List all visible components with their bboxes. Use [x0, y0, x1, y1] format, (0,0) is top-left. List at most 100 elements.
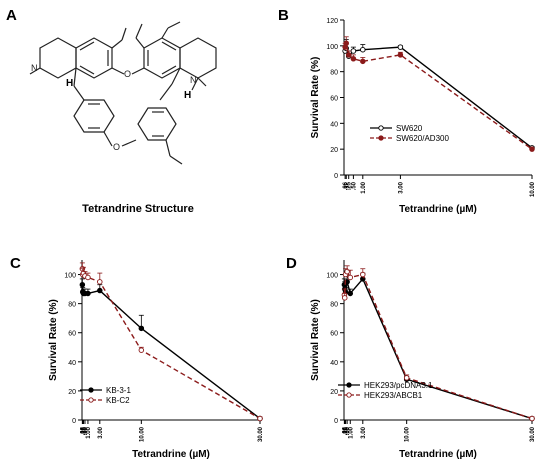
panel-a: A [6, 7, 217, 215]
x-tick-label: 1.00 [361, 181, 367, 193]
data-point [529, 146, 535, 152]
series-1 [79, 278, 263, 422]
x-tick-label: .12 [344, 181, 350, 190]
legend: KB-3-1KB-C2 [80, 386, 131, 405]
x-tick-label: 30.00 [530, 426, 536, 442]
x-tick-label: .25 [344, 426, 350, 435]
oxygen-label: O [124, 69, 131, 79]
x-tick-label: .50 [83, 426, 89, 435]
x-tick-label: .50 [345, 426, 351, 435]
data-point [343, 40, 350, 47]
chart-panel-c: 0 20 40 60 80 100 .06.12.25.501.00 3.00 10.00 30.… [48, 260, 264, 460]
data-point [350, 48, 357, 54]
data-point [257, 415, 263, 422]
y-axis-label: Survival Rate (%) [310, 57, 321, 139]
y-axis-label: Survival Rate (%) [310, 299, 321, 381]
y-tick-label: 80 [68, 302, 76, 309]
series-2 [341, 265, 535, 422]
data-point [97, 287, 103, 294]
data-point [397, 44, 404, 50]
nitrogen-label: N [31, 63, 38, 73]
y-tick-label: 100 [326, 273, 338, 280]
data-point [350, 56, 357, 62]
series-2 [342, 36, 535, 152]
data-point [97, 279, 103, 285]
legend-label: HEK293/ABCB1 [364, 391, 423, 400]
legend-marker [88, 397, 94, 403]
data-point [342, 295, 348, 301]
y-tick-label: 100 [64, 273, 76, 280]
hydrogen-label-left: H [66, 78, 73, 89]
legend-label: SW620/AD300 [396, 134, 449, 143]
y-tick-label: 100 [326, 44, 338, 51]
structure-caption: Tetrandrine Structure [82, 203, 194, 215]
x-tick-label: 10.00 [530, 181, 536, 197]
data-point [360, 46, 366, 53]
data-point [529, 415, 535, 422]
data-point [347, 290, 354, 297]
y-tick-label: 60 [68, 331, 76, 338]
x-tick-label: .25 [81, 426, 87, 435]
y-tick-label: 80 [330, 302, 338, 309]
y-tick-label: 0 [334, 173, 338, 180]
x-tick-label: 30.00 [258, 426, 264, 442]
tetrandrine-structure-drawing [29, 21, 217, 165]
x-tick-label: 1.00 [86, 426, 92, 438]
series-2 [79, 262, 263, 422]
panel-label-d: D [286, 255, 297, 272]
legend-marker [88, 387, 94, 393]
x-tick-label: .06 [342, 426, 348, 435]
y-tick-label: 20 [68, 389, 76, 396]
data-point [85, 290, 91, 297]
data-point [85, 274, 91, 281]
atom-labels: O O N N [31, 63, 197, 152]
x-tick-label: 10.00 [405, 426, 411, 442]
x-tick-label: .06 [80, 426, 86, 435]
series-line [343, 270, 533, 420]
data-point [138, 347, 145, 353]
x-tick-label: 3.00 [361, 426, 367, 438]
x-tick-label: 3.00 [98, 426, 104, 438]
data-point [79, 281, 86, 288]
y-tick-label: 40 [68, 360, 76, 367]
y-tick-label: 60 [330, 331, 338, 338]
legend-label: KB-3-1 [106, 386, 131, 395]
panel-label-a: A [6, 7, 17, 24]
x-tick-label: 3.00 [398, 181, 404, 193]
legend-marker [378, 135, 384, 141]
y-tick-label: 120 [326, 18, 338, 25]
legend-label: KB-C2 [106, 396, 130, 405]
data-point [360, 58, 366, 65]
data-point [347, 274, 354, 281]
h-labels: H H [66, 78, 191, 101]
y-tick-label: 0 [334, 418, 338, 425]
legend-marker [346, 382, 352, 388]
data-point [138, 325, 145, 332]
legend-marker [346, 392, 352, 398]
oxygen-label: O [113, 142, 120, 152]
panel-label-c: C [10, 255, 21, 272]
x-tick-label: 10.00 [139, 426, 145, 442]
nitrogen-label: N [190, 75, 197, 85]
hydrogen-label-right: H [184, 90, 191, 101]
x-tick-label: .50 [351, 181, 357, 190]
x-axis-label: Tetrandrine (µM) [399, 204, 477, 215]
panel-label-b: B [278, 7, 289, 24]
x-tick-label: .25 [347, 181, 353, 190]
chart-panel-b: 0 20 40 60 80 100 120 .06.12.25.50 1.00 3.00 10.00… [310, 18, 536, 215]
y-tick-label: 80 [330, 70, 338, 77]
data-point [360, 271, 366, 278]
chart-panel-d: 0 20 40 60 80 100 .06.12.25.501.00 3.00 10.00 30.… [310, 260, 536, 460]
y-tick-label: 40 [330, 360, 338, 367]
x-tick-label: 1.00 [348, 426, 354, 438]
y-tick-label: 20 [330, 147, 338, 154]
x-axis-label: Tetrandrine (µM) [132, 449, 210, 460]
legend-label: SW620 [396, 124, 423, 133]
series-line [344, 46, 533, 149]
legend-marker [378, 125, 384, 131]
data-point [345, 52, 352, 58]
y-tick-label: 20 [330, 389, 338, 396]
